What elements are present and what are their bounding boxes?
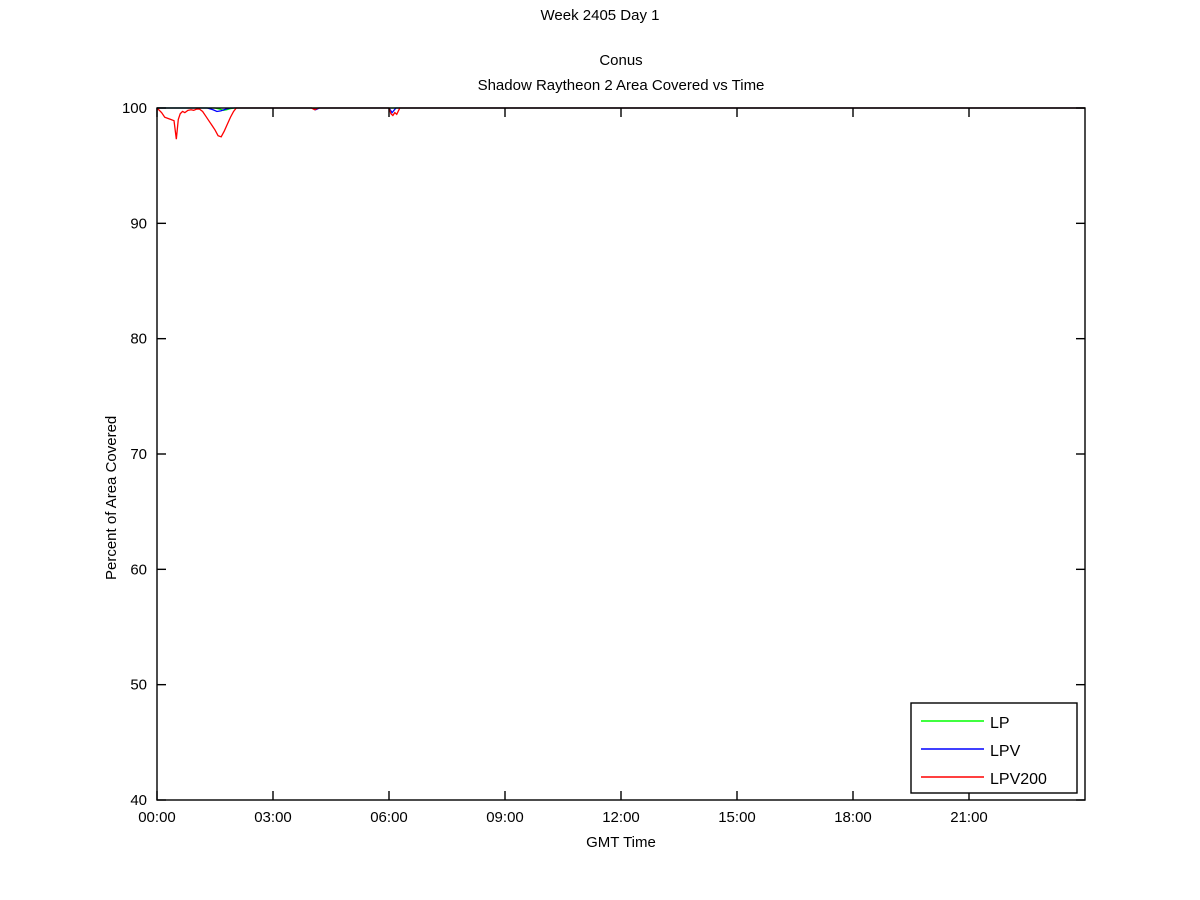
x-tick-label-1: 03:00 xyxy=(254,809,292,826)
figure-suptitle: Week 2405 Day 1 xyxy=(540,7,660,24)
x-tick-label-6: 18:00 xyxy=(834,809,872,826)
legend-box xyxy=(910,702,1078,794)
x-axis-label: GMT Time xyxy=(586,834,656,851)
axis-tick-labels-layer: 00:00 03:00 06:00 09:00 12:00 15:00 18:00 21:00… xyxy=(122,100,988,826)
x-tick-label-0: 00:00 xyxy=(138,809,176,826)
chart-legend[interactable]: LP LPV LPV200 xyxy=(910,702,1078,794)
y-tick-label-1: 50 xyxy=(130,677,147,694)
x-tick-label-4: 12:00 xyxy=(602,809,640,826)
axes-title-line-1: Conus xyxy=(599,52,643,69)
legend-label-lpv[interactable]: LPV xyxy=(990,743,1021,760)
y-tick-label-4: 80 xyxy=(130,331,147,348)
y-tick-label-5: 90 xyxy=(130,215,147,232)
x-tick-label-7: 21:00 xyxy=(950,809,988,826)
y-tick-label-0: 40 xyxy=(130,792,147,809)
x-tick-label-2: 06:00 xyxy=(370,809,408,826)
legend-label-lp[interactable]: LP xyxy=(990,715,1010,732)
y-tick-label-3: 70 xyxy=(130,446,147,463)
axes-title-block: Conus Shadow Raytheon 2 Area Covered vs … xyxy=(157,49,1085,99)
x-tick-label-3: 09:00 xyxy=(486,809,524,826)
x-tick-label-5: 15:00 xyxy=(718,809,756,826)
y-axis-label: Percent of Area Covered xyxy=(103,415,120,580)
legend-label-lpv200[interactable]: LPV200 xyxy=(990,771,1047,788)
y-tick-label-6: 100 xyxy=(122,100,147,117)
axes-title-line-2: Shadow Raytheon 2 Area Covered vs Time xyxy=(477,76,765,94)
y-tick-label-2: 60 xyxy=(130,561,147,578)
plot-background xyxy=(157,108,1085,800)
axis-ticks-layer xyxy=(156,107,1085,801)
